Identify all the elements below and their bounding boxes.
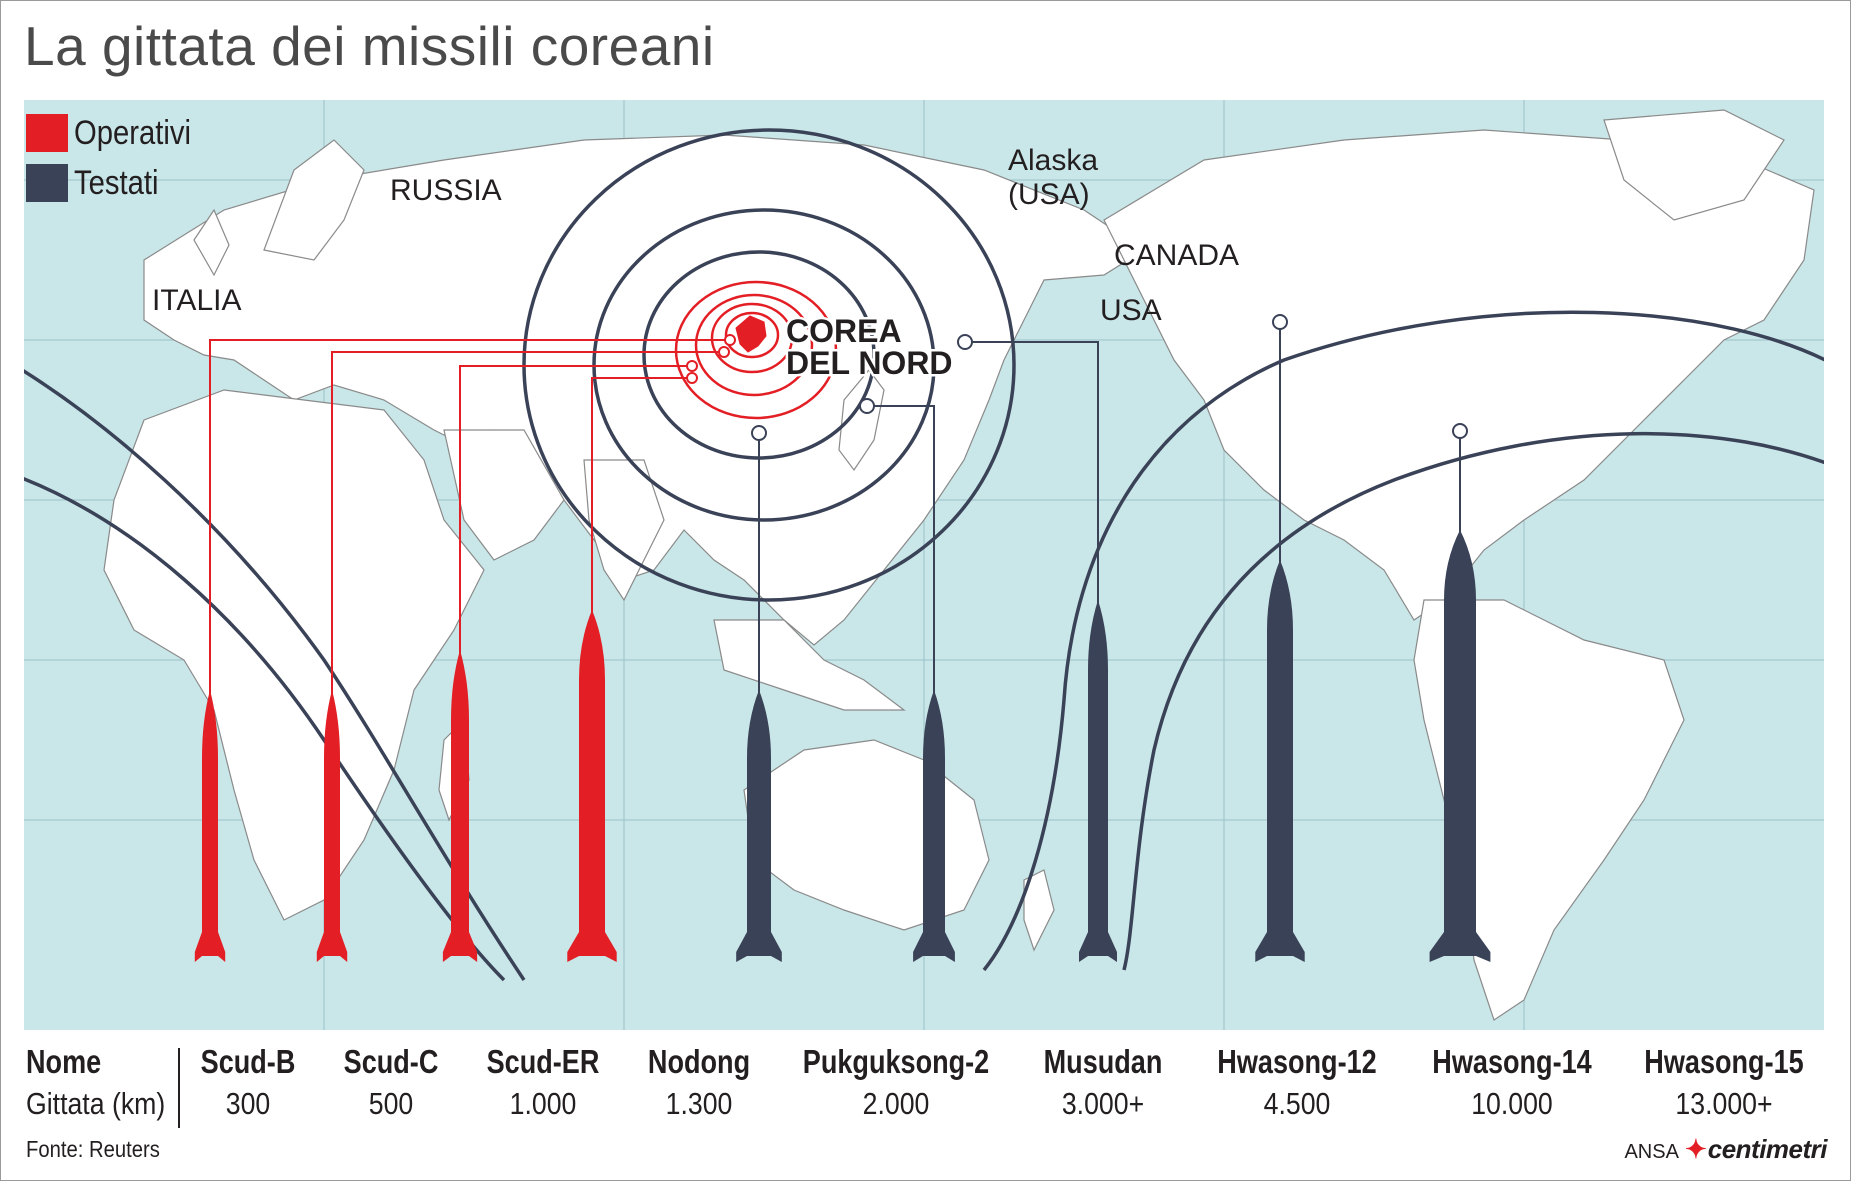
ring-scud-c	[710, 302, 794, 374]
label-alaska: Alaska	[1008, 144, 1098, 177]
missile-range: 500	[368, 1086, 414, 1121]
missile-name: Hwasong-14	[1432, 1043, 1592, 1080]
missile-column-hwasong-14: Hwasong-14 10.000	[1415, 1040, 1609, 1124]
missile-name: Hwasong-15	[1644, 1043, 1804, 1080]
range-rings	[24, 128, 1824, 982]
missile-name: Scud-ER	[486, 1043, 600, 1080]
anchor-hwasong-12	[957, 334, 973, 350]
missile-range: 1.000	[509, 1086, 577, 1121]
label-north-korea-2: DEL NORD	[786, 345, 953, 381]
landmass-new-zealand	[1023, 869, 1055, 952]
anchor-scud-er	[686, 360, 698, 372]
missile-hwasong-15-icon	[1429, 530, 1491, 962]
landmass-africa	[103, 389, 485, 921]
legend-item-tested: Testati	[26, 158, 210, 208]
missile-column-scud-er: Scud-ER 1.000	[474, 1040, 612, 1124]
landmass-japan	[838, 369, 885, 472]
missile-range: 4.500	[1263, 1086, 1331, 1121]
missile-range: 10.000	[1471, 1086, 1553, 1121]
table-header: Nome Gittata (km)	[26, 1040, 188, 1124]
world-map: RUSSIA ITALIA Alaska (USA) CANADA USA CO…	[24, 100, 1824, 1030]
landmass-arabia	[443, 429, 565, 561]
missile-scud-c-icon	[316, 690, 348, 962]
legend-swatch-operational	[26, 114, 68, 152]
missile-nodong-icon	[567, 610, 617, 962]
anchor-scud-c	[718, 346, 730, 358]
landmass-india	[583, 459, 665, 602]
missile-scud-er-icon	[442, 650, 478, 962]
label-north-korea: COREA	[786, 313, 902, 349]
anchor-nodong	[686, 372, 698, 384]
legend: Operativi Testati	[26, 108, 210, 208]
legend-label-operational: Operativi	[74, 113, 192, 152]
ring-scud-b	[724, 311, 780, 359]
brand-mark-icon: ✦	[1684, 1134, 1707, 1164]
missile-pukguksong-2-icon	[736, 690, 782, 962]
missile-name: Scud-C	[343, 1043, 439, 1080]
missile-scud-b-icon	[194, 690, 226, 962]
legend-label-tested: Testati	[74, 163, 159, 202]
missile-name: Musudan	[1043, 1043, 1163, 1080]
label-italia: ITALIA	[152, 284, 241, 317]
missile-column-musudan: Musudan 3.000+	[1031, 1040, 1176, 1124]
north-korea-territory	[735, 315, 767, 353]
missile-name: Pukguksong-2	[802, 1043, 990, 1080]
ring-nodong	[674, 280, 838, 420]
label-russia: RUSSIA	[390, 174, 502, 207]
missile-silhouettes	[194, 530, 1491, 962]
landmass-scandinavia	[263, 139, 365, 261]
missile-column-scud-c: Scud-C 500	[333, 1040, 449, 1124]
credit-brand: centimetri	[1707, 1134, 1828, 1164]
missile-range: 300	[225, 1086, 271, 1121]
anchor-musudan	[859, 398, 875, 414]
credit: ANSA ✦ centimetri	[1624, 1134, 1827, 1165]
credit-agency: ANSA	[1624, 1141, 1679, 1163]
ring-scud-er	[694, 293, 814, 397]
landmass-greenland	[1603, 109, 1785, 221]
legend-item-operational: Operativi	[26, 108, 210, 158]
missile-range: 13.000+	[1675, 1086, 1773, 1121]
missile-column-pukguksong-2: Pukguksong-2 2.000	[782, 1040, 1009, 1124]
missile-column-nodong: Nodong 1.300	[637, 1040, 762, 1124]
range-header: Gittata (km)	[26, 1086, 166, 1121]
leader-anchors	[686, 314, 1468, 441]
missile-range: 2.000	[862, 1086, 930, 1121]
table-divider	[178, 1048, 180, 1128]
missile-hwasong-14-icon	[1255, 560, 1305, 962]
missile-table: Nome Gittata (km) Scud-B 300 Scud-C 500 …	[0, 1040, 1851, 1140]
missile-hwasong-12-icon	[1079, 600, 1117, 962]
source-note: Fonte: Reuters	[26, 1136, 160, 1162]
anchor-scud-b	[724, 334, 736, 346]
missile-name: Hwasong-12	[1217, 1043, 1377, 1080]
landmass-britain	[193, 208, 230, 277]
name-header: Nome	[26, 1043, 102, 1080]
label-alaska-usa: (USA)	[1008, 178, 1090, 211]
ring-hwasong-15-west	[24, 477, 506, 982]
label-usa: USA	[1100, 294, 1162, 327]
missile-range: 3.000+	[1061, 1086, 1145, 1121]
missile-column-scud-b: Scud-B 300	[190, 1040, 306, 1124]
anchor-hwasong-14	[1272, 314, 1288, 330]
anchor-pukguksong-2	[751, 425, 767, 441]
anchor-hwasong-15	[1452, 423, 1468, 439]
missile-name: Nodong	[647, 1043, 751, 1080]
legend-swatch-tested	[26, 164, 68, 202]
ring-hwasong-14-east	[982, 310, 1824, 972]
missile-column-hwasong-12: Hwasong-12 4.500	[1200, 1040, 1394, 1124]
missile-musudan-icon	[913, 690, 955, 962]
landmass-sea-islands	[713, 619, 906, 711]
ring-hwasong-15-east	[1122, 431, 1824, 971]
missile-column-hwasong-15: Hwasong-15 13.000+	[1627, 1040, 1821, 1124]
missile-range: 1.300	[665, 1086, 733, 1121]
page-title: La gittata dei missili coreani	[24, 15, 715, 77]
missile-name: Scud-B	[200, 1043, 296, 1080]
landmass-south-america	[1413, 599, 1685, 1021]
label-canada: CANADA	[1114, 239, 1239, 272]
